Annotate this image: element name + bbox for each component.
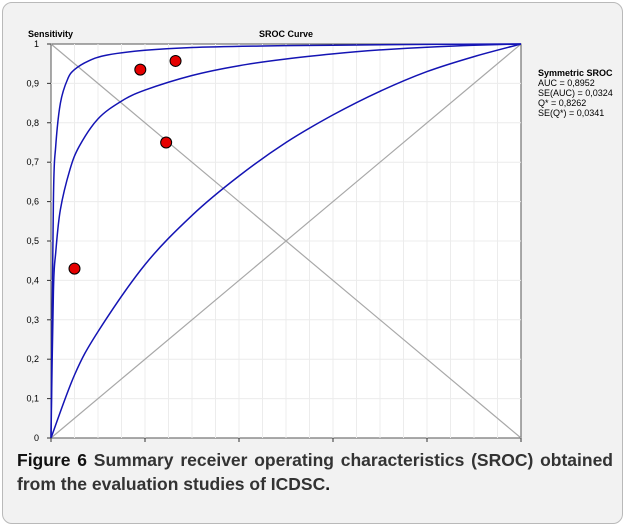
y-tick-label: 0 <box>34 433 39 443</box>
sroc-chart: 00,20,40,60,81 0 0,1 0,2 0,3 0,4 0,5 0,6 0,7 0,8… <box>26 29 613 443</box>
y-tick-label: 0,7 <box>26 157 39 167</box>
y-tick-label: 0,4 <box>26 275 39 285</box>
y-axis-ticks: 0 0,1 0,2 0,3 0,4 0,5 0,6 0,7 0,8 0,9 1 <box>26 39 51 443</box>
figure-label: Figure 6 <box>17 450 87 470</box>
study-point-4 <box>160 136 173 149</box>
sroc-curve-1 <box>50 43 522 439</box>
sroc-legend: Symmetric SROC AUC = 0,8952 SE(AUC) = 0,… <box>538 68 613 118</box>
figure-panel: 00,20,40,60,81 0 0,1 0,2 0,3 0,4 0,5 0,6 0,7 0,8… <box>2 2 623 524</box>
y-tick-label: 0,1 <box>26 394 39 404</box>
chart-title: SROC Curve <box>259 29 313 39</box>
study-point-3 <box>169 54 182 67</box>
y-axis-label: Sensitivity <box>28 29 73 39</box>
legend-se-auc: SE(AUC) = 0,0324 <box>538 88 613 98</box>
legend-se-q-star: SE(Q*) = 0,0341 <box>538 108 604 118</box>
y-tick-label: 0,2 <box>26 354 39 364</box>
reference-diagonals <box>50 43 522 439</box>
figure-caption-text: Summary receiver operating characteristi… <box>17 450 613 494</box>
sroc-curve-3 <box>50 43 522 439</box>
x-axis-ticks: 00,20,40,60,81 <box>50 438 522 442</box>
y-tick-label: 0,9 <box>26 78 39 88</box>
legend-auc: AUC = 0,8952 <box>538 78 595 88</box>
y-tick-label: 0,5 <box>26 236 39 246</box>
q-star-diagonal <box>50 43 522 439</box>
legend-title: Symmetric SROC <box>538 68 613 78</box>
y-tick-label: 0,3 <box>26 315 39 325</box>
study-point-1 <box>68 262 81 275</box>
legend-q-star: Q* = 0,8262 <box>538 98 586 108</box>
y-tick-label: 1 <box>34 39 39 49</box>
study-point-2 <box>134 63 147 76</box>
sroc-curves <box>50 43 522 439</box>
y-tick-label: 0,6 <box>26 197 39 207</box>
figure-caption: Figure 6 Summary receiver operating char… <box>17 448 613 496</box>
study-points <box>68 54 182 275</box>
sroc-curve-2 <box>50 43 522 439</box>
y-tick-label: 0,8 <box>26 118 39 128</box>
caption-end: . <box>325 474 331 494</box>
